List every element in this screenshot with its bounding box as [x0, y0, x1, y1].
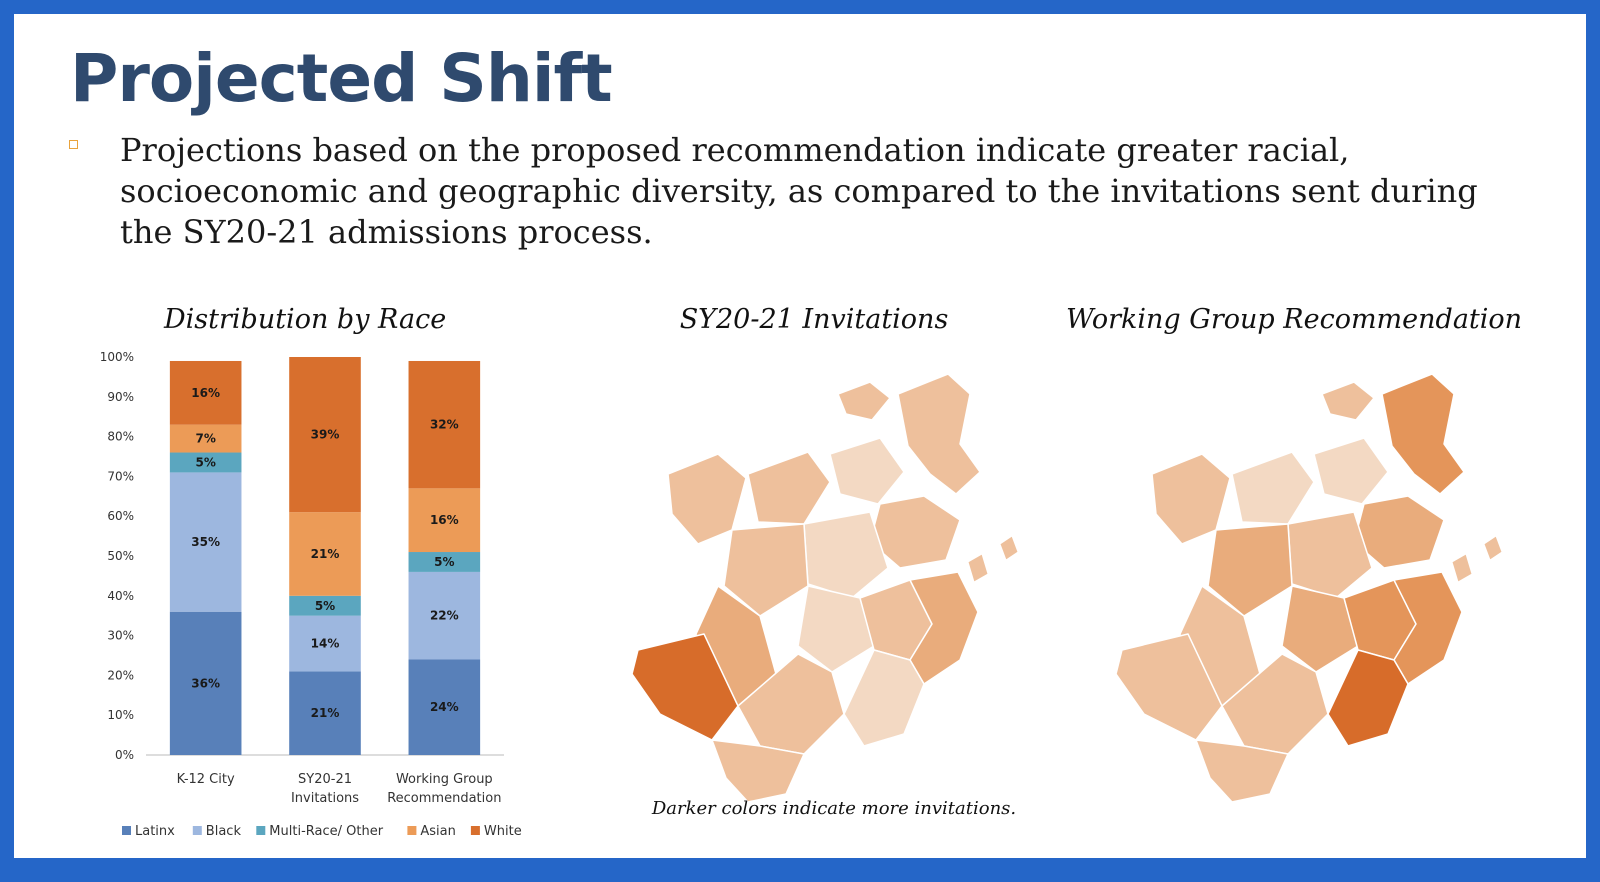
y-tick-label-2: 20%	[107, 668, 134, 682]
bullet-marker-icon	[69, 140, 78, 149]
legend-swatch-3	[407, 826, 417, 835]
legend-label-2: Multi-Race/ Other	[269, 824, 383, 839]
bar-segment-1-1	[289, 615, 361, 672]
y-tick-label-3: 30%	[107, 629, 134, 643]
slide: Projected Shift Projections based on the…	[14, 14, 1586, 858]
map2-region-south-central-a	[1281, 585, 1359, 673]
map1-svg	[631, 373, 1019, 803]
data-label-0-3: 7%	[195, 432, 215, 446]
map2-region-north-central-a	[1231, 451, 1315, 525]
map2-region-east-peninsula	[1381, 373, 1465, 495]
bar-segment-2-1	[408, 571, 481, 660]
map1-region-north-central-a	[747, 451, 831, 525]
legend-label-1: Black	[206, 824, 242, 839]
map2-region-island-b	[1451, 553, 1473, 583]
map2-region-south-east-inland	[1327, 649, 1409, 747]
map2-svg	[1115, 373, 1503, 803]
bar-segment-2-3	[408, 488, 481, 553]
map1-region-island-b	[967, 553, 989, 583]
x-tick-label-2-1: Recommendation	[387, 791, 501, 806]
map1-region-island-a	[999, 535, 1019, 561]
bar-segment-0-2	[169, 452, 242, 473]
map2-title: Working Group Recommendation	[1065, 304, 1523, 335]
map1-region-far-south	[711, 739, 805, 803]
map2-region-south-east-coast	[1393, 571, 1463, 685]
bar-segment-0-3	[169, 424, 242, 453]
data-label-0-0: 36%	[191, 676, 220, 690]
y-tick-label-10: 100%	[100, 350, 134, 364]
data-label-2-3: 16%	[430, 513, 459, 527]
bullet-text: Projections based on the proposed recomm…	[120, 131, 1478, 251]
data-label-1-2: 5%	[315, 599, 335, 613]
legend-label-4: White	[484, 824, 522, 839]
bar-segment-1-2	[289, 595, 361, 616]
map2-region-island-a	[1483, 535, 1503, 561]
x-tick-label-1-0: SY20-21	[298, 772, 352, 787]
legend-label-3: Asian	[420, 824, 455, 839]
map1-region-central-west	[723, 523, 809, 617]
data-label-1-0: 21%	[311, 706, 340, 720]
data-label-1-1: 14%	[311, 637, 340, 651]
map1-region-north-island	[837, 381, 891, 421]
data-label-2-4: 32%	[430, 418, 459, 432]
y-tick-label-4: 40%	[107, 589, 134, 603]
data-label-2-0: 24%	[430, 700, 459, 714]
bar-segment-0-4	[169, 360, 242, 425]
bar-segment-1-3	[289, 512, 361, 596]
race-distribution-chart: 0% 10% 20% 30% 40% 50% 60% 70% 80% 90% 100% 36% 35% 5…	[100, 350, 522, 839]
legend-swatch-2	[256, 826, 266, 835]
x-tick-label-1-1: Invitations	[291, 791, 359, 806]
data-label-0-1: 35%	[191, 535, 220, 549]
bar-segment-1-4	[289, 357, 361, 513]
data-label-0-2: 5%	[195, 455, 215, 469]
bar-segment-0-0	[169, 611, 242, 755]
bar-segment-0-1	[169, 472, 242, 612]
map1-region-east-peninsula	[897, 373, 981, 495]
x-tick-label-2-0: Working Group	[396, 772, 493, 787]
bar-segment-2-2	[408, 552, 481, 572]
map2-region-north-central-b	[1313, 437, 1389, 505]
map1-region-south-east-coast	[909, 571, 979, 685]
map1-region-south-east-inland	[843, 649, 925, 747]
map-sy2021-invitations	[608, 354, 1028, 808]
map-footnote: Darker colors indicate more invitations.	[651, 798, 1017, 819]
chart-title: Distribution by Race	[164, 304, 447, 335]
map2-region-central-west	[1207, 523, 1293, 617]
bar-segment-1-0	[289, 671, 361, 755]
y-tick-label-6: 60%	[107, 509, 134, 523]
data-label-0-4: 16%	[191, 386, 220, 400]
legend-swatch-0	[122, 826, 131, 835]
y-tick-label-7: 70%	[107, 469, 134, 483]
data-label-1-3: 21%	[311, 547, 340, 561]
map2-region-north-island	[1321, 381, 1375, 421]
bar-segment-2-4	[408, 360, 481, 489]
y-tick-label-8: 80%	[107, 430, 134, 444]
data-label-1-4: 39%	[311, 428, 340, 442]
y-tick-label-9: 90%	[107, 390, 134, 404]
bar-segment-2-0	[408, 659, 481, 755]
data-label-2-2: 5%	[434, 555, 454, 569]
legend-label-0: Latinx	[135, 824, 175, 839]
x-tick-label-0-0: K-12 City	[177, 772, 235, 787]
y-tick-label-0: 0%	[115, 748, 134, 762]
y-tick-label-1: 10%	[107, 708, 134, 722]
map-working-group	[1092, 354, 1512, 808]
legend-swatch-1	[192, 826, 202, 835]
y-tick-label-5: 50%	[107, 549, 134, 563]
slide-title: Projected Shift	[70, 40, 613, 117]
data-label-2-1: 22%	[430, 609, 459, 623]
map1-title: SY20-21 Invitations	[679, 304, 949, 335]
map1-region-south-central-a	[797, 585, 875, 673]
legend-swatch-4	[470, 826, 480, 835]
map1-region-north-central-b	[829, 437, 905, 505]
map2-region-far-south	[1195, 739, 1289, 803]
